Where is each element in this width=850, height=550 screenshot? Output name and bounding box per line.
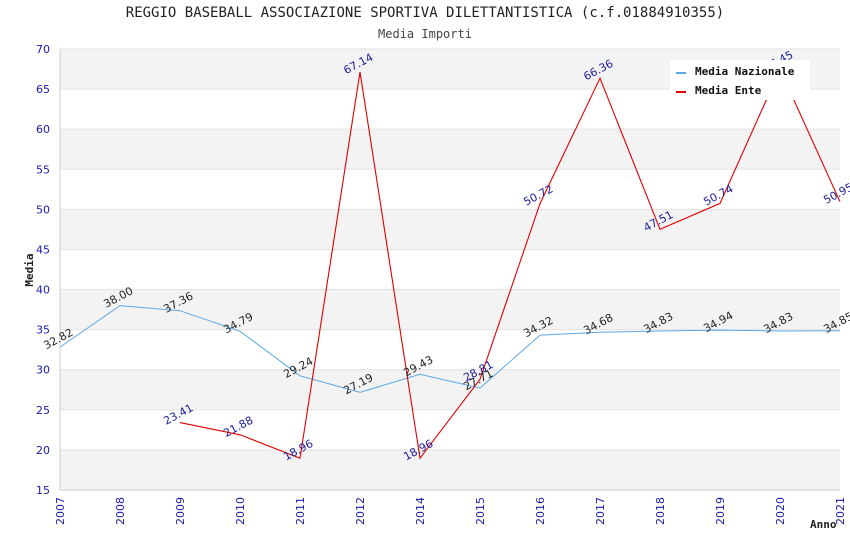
series-line-media-ente [179,68,841,460]
series-line-media-nazionale [59,305,841,393]
grid-band [60,129,840,170]
x-tick-label: 2015 [474,497,487,525]
grid-bands [60,49,840,490]
y-tick-label: 60 [36,123,50,136]
x-tick-label: 2020 [774,497,787,525]
y-tick-label: 20 [36,444,50,457]
x-tick-label: 2012 [354,497,367,525]
chart-subtitle: Media Importi [378,27,472,41]
y-tick-label: 30 [36,364,50,377]
data-label-ente: 50.95 [821,181,850,207]
x-tick-label: 2008 [114,497,127,525]
y-tick-labels: 15 20 25 30 35 40 45 50 55 60 65 70 [36,43,50,497]
y-axis-label: Media [23,253,36,286]
data-label-ente: 50.72 [521,182,555,208]
y-tick-label: 40 [36,284,50,297]
axes [59,49,840,491]
y-tick-label: 50 [36,203,50,216]
x-tick-label: 2010 [234,497,247,525]
grid-lines [60,48,840,491]
y-tick-label: 70 [36,43,50,56]
x-tick-label: 2019 [714,497,727,525]
x-tick-label: 2007 [54,497,67,525]
x-tick-label: 2017 [594,497,607,525]
x-tick-label: 2014 [414,497,427,525]
x-tick-label: 2009 [174,497,187,525]
legend: Media Nazionale Media Ente [670,60,810,100]
data-label-ente: 21.88 [221,414,255,440]
grid-band [60,369,840,410]
x-axis-label: Anno [810,518,837,531]
x-tick-label: 2011 [294,497,307,525]
y-tick-label: 15 [36,484,50,497]
grid-band [60,209,840,250]
x-tick-label: 2021 [834,497,847,525]
y-tick-label: 55 [36,163,50,176]
grid-band [60,289,840,330]
x-tick-labels: 2007 2008 2009 2010 2011 2012 2014 2015 2016 2017… [54,497,847,525]
legend-box [670,60,810,100]
series-layer [59,68,841,460]
legend-entry: Media Ente [695,84,762,97]
y-tick-label: 35 [36,324,50,337]
y-tick-label: 25 [36,404,50,417]
legend-entry: Media Nazionale [695,65,795,78]
chart-title: REGGIO BASEBALL ASSOCIAZIONE SPORTIVA DI… [125,5,725,21]
grid-band [60,449,840,490]
y-tick-label: 45 [36,243,50,256]
y-tick-label: 65 [36,83,50,96]
x-tick-label: 2018 [654,497,667,525]
x-tick-label: 2016 [534,497,547,525]
